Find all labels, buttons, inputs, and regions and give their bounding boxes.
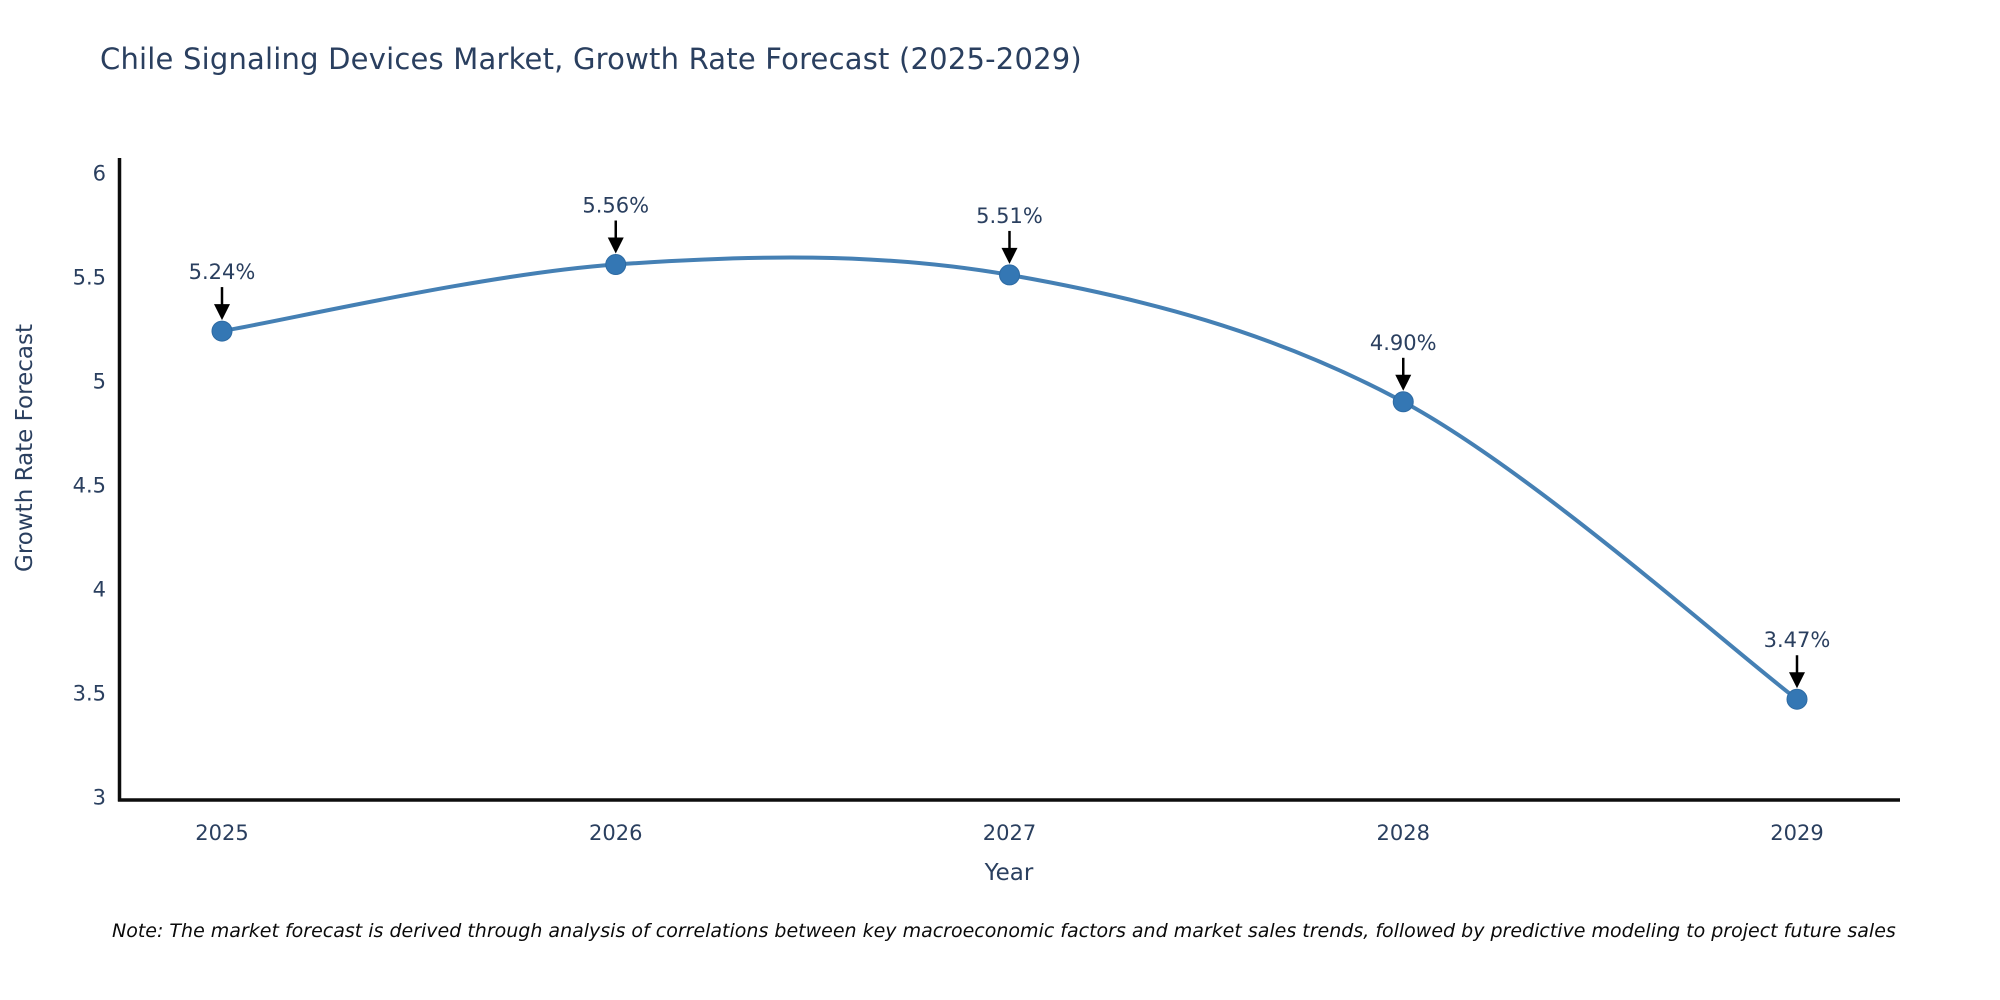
annotation-arrowhead (1001, 247, 1018, 264)
y-tick-label: 4 (93, 578, 106, 602)
data-point-marker[interactable] (211, 320, 233, 342)
chart-title: Chile Signaling Devices Market, Growth R… (100, 42, 1082, 76)
data-point-label: 4.90% (1370, 331, 1437, 355)
forecast-line (220, 255, 1799, 702)
data-point-marker[interactable] (605, 254, 627, 276)
y-axis-title: Growth Rate Forecast (12, 324, 38, 572)
y-tick-label: 5 (93, 370, 106, 394)
y-tick-label: 4.5 (73, 474, 106, 498)
x-tick-label: 2028 (1377, 821, 1430, 845)
x-tick-label: 2029 (1770, 821, 1823, 845)
data-point-label: 3.47% (1764, 628, 1831, 652)
data-point-label: 5.51% (976, 204, 1043, 228)
data-point-marker[interactable] (1786, 688, 1808, 710)
x-tick-label: 2025 (195, 821, 248, 845)
x-tick-label: 2026 (589, 821, 642, 845)
data-point-label: 5.24% (189, 260, 256, 284)
x-tick-label: 2027 (983, 821, 1036, 845)
data-point-label: 5.56% (582, 194, 649, 218)
annotation-arrowhead (607, 237, 624, 254)
y-tick-label: 3.5 (73, 682, 106, 706)
y-tick-label: 6 (93, 162, 106, 186)
x-axis-title: Year (984, 860, 1034, 886)
annotation-arrowhead (214, 304, 230, 321)
data-point-marker[interactable] (1392, 391, 1414, 413)
y-tick-label: 5.5 (73, 266, 106, 290)
y-tick-label: 3 (93, 786, 106, 810)
data-point-marker[interactable] (999, 264, 1020, 286)
chart-footnote: Note: The market forecast is derived thr… (112, 920, 1896, 942)
annotation-arrowhead (1789, 672, 1805, 689)
annotation-arrowhead (1395, 374, 1412, 391)
